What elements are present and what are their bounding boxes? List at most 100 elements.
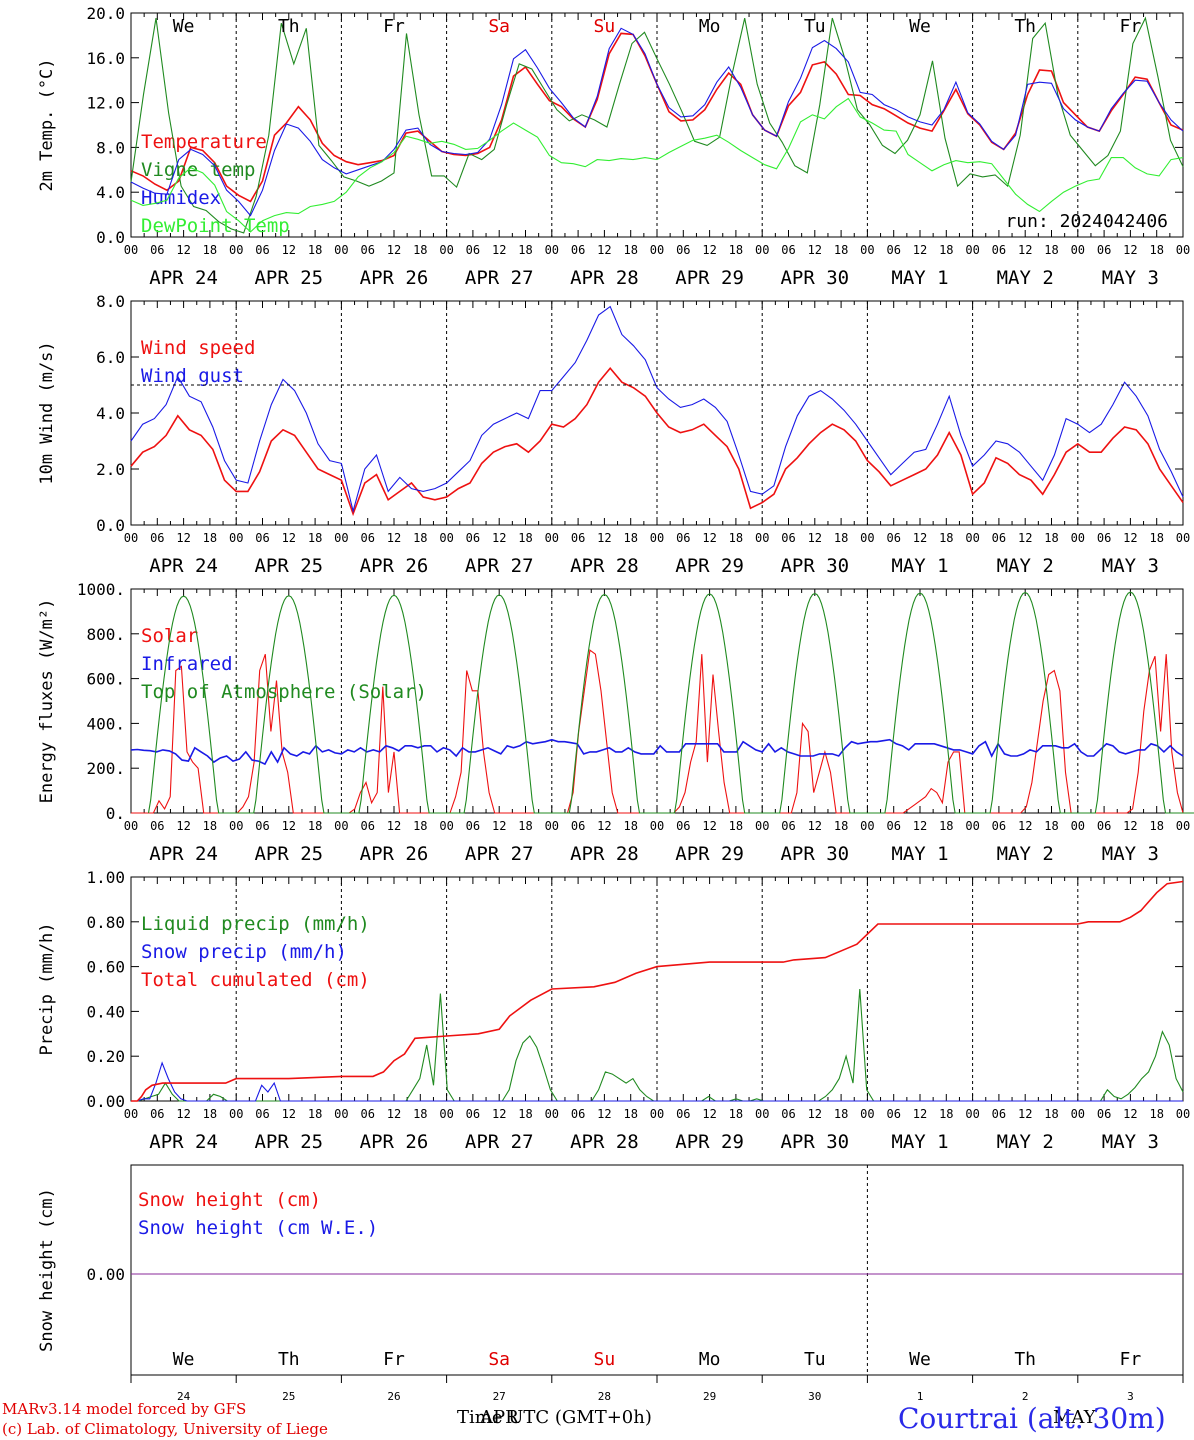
day-name-label: Su [594,16,616,37]
hour-tick-label: 00 [334,531,348,545]
hour-tick-label: 00 [439,819,453,833]
legend-entry: Liquid precip (mm/h) [141,913,370,935]
legend-entry: Solar [141,625,198,647]
station-name: Courtrai (alt. 30m) [898,1402,1166,1435]
date-label: MAY 1 [891,843,948,865]
date-label: APR 29 [675,555,744,577]
legend-entry: Snow height (cm) [138,1189,321,1211]
y-tick-label: 800. [86,625,125,644]
day-name-label: Tu [804,16,826,37]
date-label: APR 29 [675,1131,744,1153]
y-tick-label: 2.0 [96,460,125,479]
hour-tick-label: 18 [308,1107,322,1121]
hour-tick-label: 12 [1018,819,1032,833]
hour-tick-label: 06 [992,819,1006,833]
y-tick-label: 0.0 [96,228,125,247]
y-tick-label: 16.0 [86,49,125,68]
day-name-label: We [173,16,195,37]
legend-entry: Temperature [141,131,267,153]
hour-tick-label: 12 [702,243,716,257]
date-label: APR 27 [465,843,534,865]
hour-tick-label: 00 [334,243,348,257]
hour-tick-label: 18 [623,1107,637,1121]
hour-tick-label: 12 [387,531,401,545]
hour-tick-label: 18 [413,819,427,833]
hour-tick-label: 06 [360,243,374,257]
hour-tick-label: 00 [545,531,559,545]
snow-day-number: 1 [917,1390,924,1403]
series-line-wind-speed [130,366,1184,517]
hour-tick-label: 06 [360,819,374,833]
hour-tick-label: 18 [203,819,217,833]
hour-tick-label: 18 [413,531,427,545]
hour-tick-label: 18 [1149,531,1163,545]
hour-tick-label: 12 [492,1107,506,1121]
hour-tick-label: 00 [755,1107,769,1121]
hour-tick-label: 18 [623,243,637,257]
hour-tick-label: 00 [860,1107,874,1121]
legend-entry: Infrared [141,653,233,675]
lab-credit: (c) Lab. of Climatology, University of L… [2,1420,328,1438]
hour-tick-label: 00 [965,1107,979,1121]
date-label: APR 27 [465,267,534,289]
date-label: APR 26 [360,1131,429,1153]
y-tick-label: 0.20 [86,1047,125,1066]
hour-tick-label: 00 [439,531,453,545]
hour-tick-label: 06 [255,243,269,257]
run-annotation: run: 2024042406 [1005,211,1168,232]
hour-tick-label: 00 [965,531,979,545]
date-label: APR 30 [780,267,849,289]
hour-tick-label: 06 [150,531,164,545]
hour-tick-label: 18 [939,531,953,545]
hour-tick-label: 06 [1097,819,1111,833]
hour-tick-label: 00 [755,243,769,257]
hour-tick-label: 18 [729,819,743,833]
hour-tick-label: 12 [597,1107,611,1121]
hour-tick-label: 18 [1044,531,1058,545]
hour-tick-label: 00 [1176,531,1190,545]
hour-tick-label: 12 [282,243,296,257]
y-axis-label: 2m Temp. (°C) [37,58,57,191]
legend-entry: Vigne temp [141,159,255,181]
date-label: APR 24 [149,1131,218,1153]
y-tick-label: 20.0 [86,4,125,23]
snow-day-number: 30 [808,1390,821,1403]
date-label: MAY 3 [1102,843,1159,865]
date-label: MAY 1 [891,555,948,577]
hour-tick-label: 12 [808,1107,822,1121]
hour-tick-label: 00 [860,819,874,833]
y-tick-label: 0.80 [86,913,125,932]
hour-tick-label: 18 [729,531,743,545]
hour-tick-label: 06 [781,819,795,833]
hour-tick-label: 06 [571,1107,585,1121]
hour-tick-label: 18 [203,1107,217,1121]
legend-entry: Wind speed [141,337,255,359]
snow-day-name: Th [1014,1349,1036,1370]
snow-day-number: 26 [387,1390,400,1403]
date-label: APR 30 [780,555,849,577]
day-name-label: Th [1014,16,1036,37]
hour-tick-label: 18 [623,531,637,545]
hour-tick-label: 06 [992,243,1006,257]
hour-tick-label: 12 [387,819,401,833]
series-line-total-cumulated-cm- [131,880,1184,1102]
snow-day-name: Fr [383,1349,405,1370]
hour-tick-label: 12 [282,531,296,545]
date-label: APR 26 [360,267,429,289]
hour-tick-label: 06 [571,819,585,833]
snow-day-name: Sa [488,1349,510,1370]
date-label: MAY 1 [891,1131,948,1153]
hour-tick-label: 18 [518,243,532,257]
snow-day-number: 3 [1127,1390,1134,1403]
snow-day-name: Th [278,1349,300,1370]
hour-tick-label: 06 [1097,243,1111,257]
y-tick-label: 8.0 [96,138,125,157]
hour-tick-label: 12 [808,531,822,545]
hour-tick-label: 06 [255,531,269,545]
snow-day-name: We [909,1349,931,1370]
hour-tick-label: 06 [255,819,269,833]
hour-tick-label: 00 [229,531,243,545]
y-tick-label: 1.00 [86,868,125,887]
hour-tick-label: 18 [518,819,532,833]
date-label: APR 30 [780,843,849,865]
